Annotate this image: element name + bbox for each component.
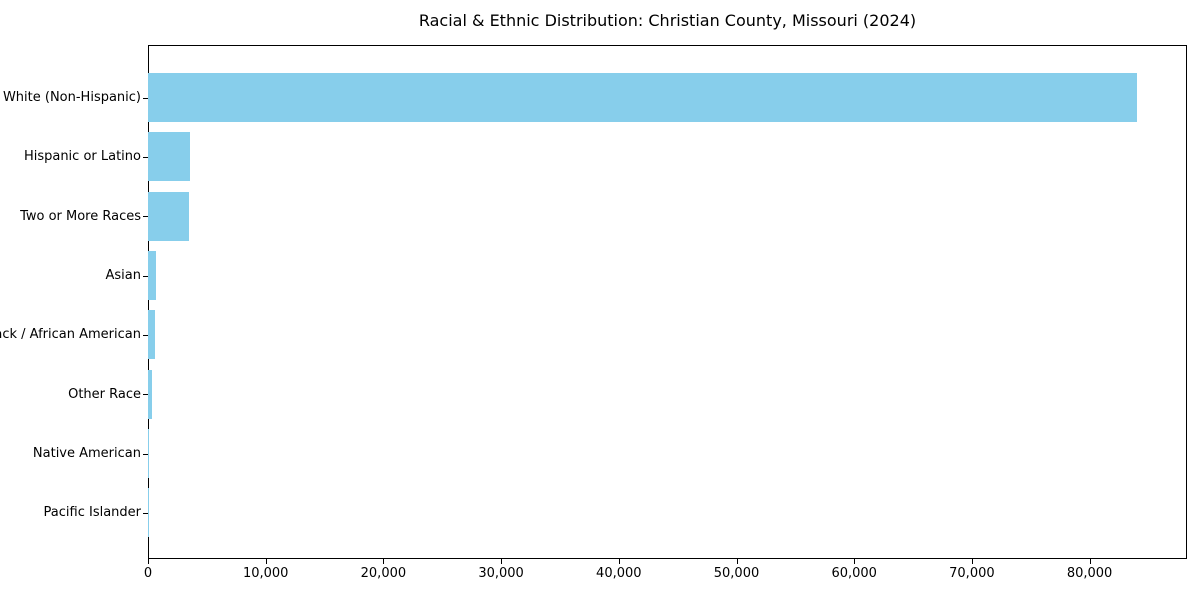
y-tick-label-black-african-american: Black / African American <box>0 327 141 343</box>
bar-white-non-hispanic <box>148 73 1137 122</box>
bar-other-race <box>148 369 152 419</box>
y-tick-mark <box>143 156 148 158</box>
y-tick-label-asian: Asian <box>105 268 141 284</box>
y-tick-label-two-or-more-races: Two or More Races <box>20 208 141 224</box>
bar-asian <box>148 251 156 301</box>
y-tick-mark <box>143 275 148 277</box>
y-tick-label-white-non-hispanic: White (Non-Hispanic) <box>2 90 141 105</box>
y-tick-mark <box>143 394 148 396</box>
bar-native-american <box>148 429 150 479</box>
x-tick-mark <box>1089 559 1091 564</box>
y-tick-mark <box>143 216 148 218</box>
y-tick-mark <box>143 512 148 514</box>
x-tick-label: 40,000 <box>596 566 642 581</box>
x-tick-mark <box>618 559 620 564</box>
x-tick-mark <box>736 559 738 564</box>
x-tick-label: 30,000 <box>478 566 524 581</box>
x-tick-label: 50,000 <box>713 566 760 581</box>
y-tick-label-hispanic-or-latino: Hispanic or Latino <box>23 149 141 165</box>
y-tick-mark <box>143 334 148 336</box>
y-tick-mark <box>143 97 148 99</box>
x-tick-label: 80,000 <box>1066 566 1113 581</box>
plot-area <box>148 45 1187 559</box>
chart-title: Racial & Ethnic Distribution: Christian … <box>418 11 917 30</box>
y-tick-label-pacific-islander: Pacific Islander <box>43 505 141 521</box>
x-tick-label: 0 <box>143 566 153 581</box>
x-tick-mark <box>148 559 149 564</box>
x-tick-label: 10,000 <box>242 566 289 581</box>
y-tick-mark <box>143 453 148 455</box>
bar-two-or-more-races <box>148 191 190 241</box>
x-tick-mark <box>265 559 267 564</box>
x-tick-label: 70,000 <box>949 566 995 581</box>
bar-hispanic-or-latino <box>148 132 191 182</box>
x-tick-mark <box>383 559 385 564</box>
bar-black-african-american <box>148 310 156 360</box>
x-tick-mark <box>854 559 856 564</box>
x-tick-mark <box>971 559 973 564</box>
y-tick-label-other-race: Other Race <box>68 386 141 402</box>
x-tick-label: 60,000 <box>831 566 877 581</box>
bar-pacific-islander <box>148 488 149 538</box>
y-tick-label-native-american: Native American <box>32 446 141 462</box>
x-tick-label: 20,000 <box>360 566 407 581</box>
x-tick-mark <box>501 559 503 564</box>
